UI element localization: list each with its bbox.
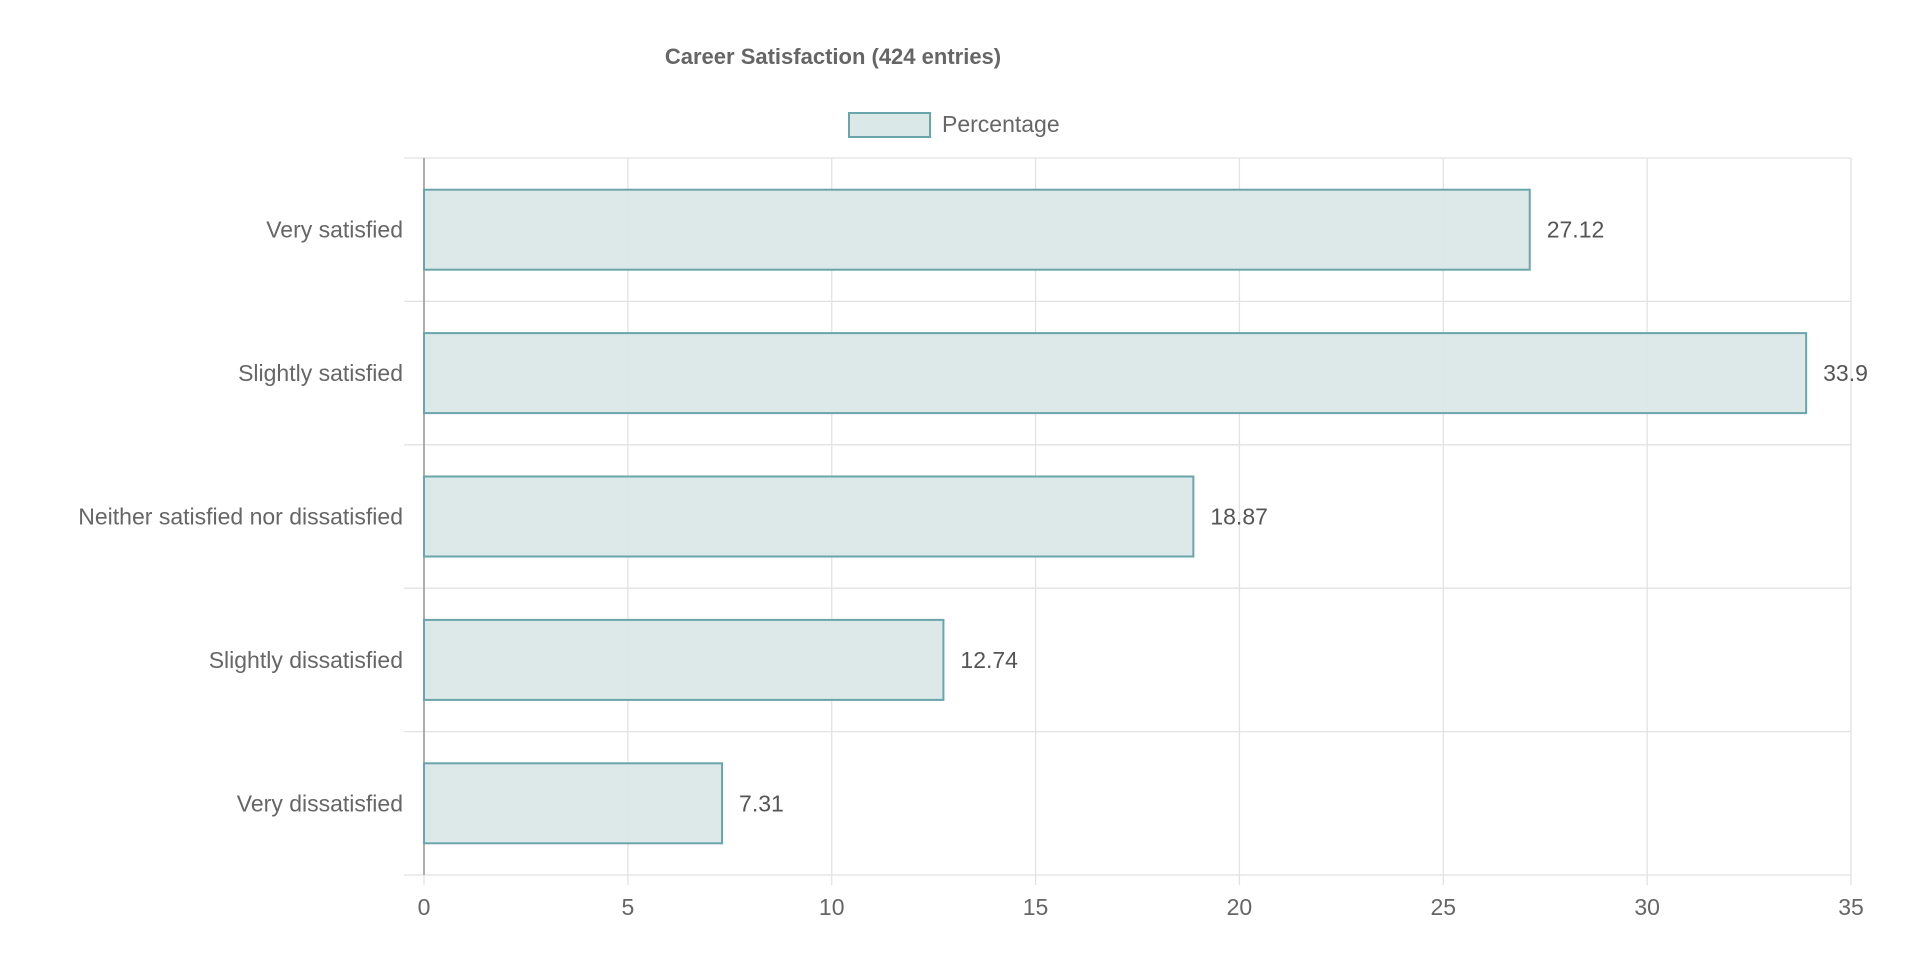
legend: Percentage — [848, 111, 1060, 138]
legend-swatch — [848, 112, 931, 138]
value-labels: 27.12 33.9 18.87 12.74 7.31 — [739, 217, 1868, 817]
x-tick-label: 10 — [819, 894, 845, 920]
x-tick-label: 35 — [1838, 894, 1864, 920]
data-label: 33.9 — [1823, 360, 1868, 386]
data-label: 12.74 — [960, 647, 1018, 673]
data-label: 18.87 — [1210, 504, 1268, 530]
bar — [423, 475, 1195, 558]
bars — [423, 188, 1808, 845]
x-tick-label: 5 — [621, 894, 634, 920]
x-tick-label: 20 — [1227, 894, 1253, 920]
bar — [423, 762, 724, 845]
x-axis-ticks: 0 5 10 15 20 25 30 35 — [418, 894, 1864, 920]
x-tick-label: 30 — [1634, 894, 1660, 920]
category-label: Slightly dissatisfied — [209, 647, 403, 673]
chart-title: Career Satisfaction (424 entries) — [665, 44, 1001, 69]
data-label: 27.12 — [1547, 217, 1605, 243]
bar — [423, 618, 945, 701]
x-tick-label: 15 — [1023, 894, 1049, 920]
x-tick-label: 25 — [1430, 894, 1456, 920]
category-label: Very dissatisfied — [237, 790, 403, 816]
bar — [423, 332, 1808, 415]
category-labels: Very satisfied Slightly satisfied Neither … — [78, 217, 403, 817]
data-label: 7.31 — [739, 790, 784, 816]
category-label: Neither satisfied nor dissatisfied — [78, 504, 403, 530]
bar — [423, 188, 1531, 271]
x-tick-label: 0 — [418, 894, 431, 920]
legend-label: Percentage — [942, 111, 1060, 137]
category-label: Slightly satisfied — [238, 360, 403, 386]
category-label: Very satisfied — [266, 217, 403, 243]
grid-lines — [404, 157, 1852, 885]
